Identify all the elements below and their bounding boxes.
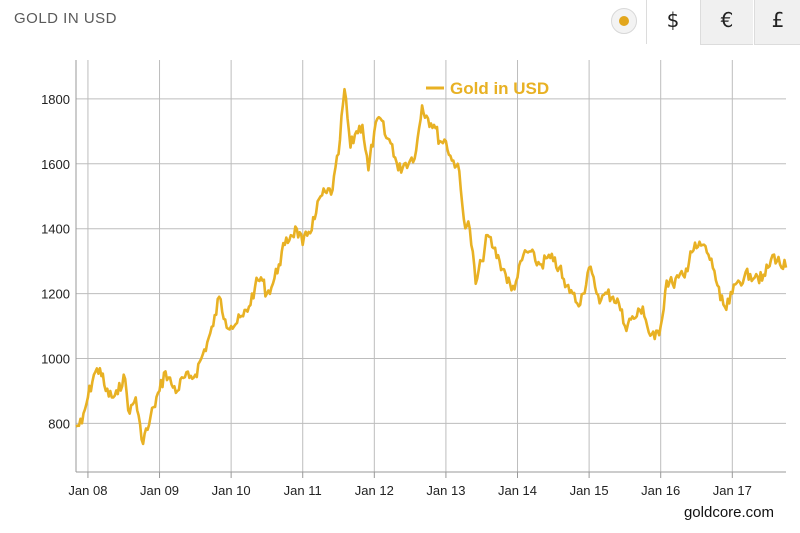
x-tick-label: Jan 15	[570, 483, 609, 498]
x-tick-label: Jan 08	[68, 483, 107, 498]
series-line-gold-in-usd	[75, 87, 788, 446]
legend: Gold in USD	[426, 79, 549, 98]
y-axis-ticks: 800 1000 1200 1400 1600 1800	[41, 92, 70, 431]
y-tick-label: 800	[48, 416, 70, 431]
source-credit: goldcore.com	[683, 504, 774, 521]
y-tick-label: 1600	[41, 157, 70, 172]
legend-label: Gold in USD	[450, 79, 549, 98]
y-tick-label: 1200	[41, 287, 70, 302]
y-tick-label: 1800	[41, 92, 70, 107]
coin-dot	[619, 16, 629, 26]
x-tick-label: Jan 14	[498, 483, 537, 498]
series-lines	[75, 87, 788, 446]
x-tick-label: Jan 11	[284, 483, 322, 498]
tab-gbp[interactable]: £	[754, 0, 800, 45]
x-tick-label: Jan 13	[426, 483, 465, 498]
x-tick-label: Jan 12	[355, 483, 394, 498]
x-tick-label: Jan 10	[212, 483, 251, 498]
x-tick-label: Jan 09	[140, 483, 179, 498]
tab-eur[interactable]: €	[700, 0, 753, 45]
tab-usd[interactable]: $	[646, 0, 699, 44]
chart-header: GOLD IN USD $ € £	[0, 0, 800, 46]
chart-title: GOLD IN USD	[14, 10, 118, 27]
grid-lines	[75, 60, 786, 478]
x-tick-label: Jan 17	[713, 483, 752, 498]
x-axis-ticks: Jan 08 Jan 09 Jan 10 Jan 11 Jan 12 Jan 13 Jan …	[68, 483, 751, 498]
y-tick-label: 1000	[41, 351, 70, 366]
x-tick-label: Jan 16	[641, 483, 680, 498]
y-tick-label: 1400	[41, 222, 70, 237]
gold-coin-icon[interactable]	[611, 8, 637, 34]
